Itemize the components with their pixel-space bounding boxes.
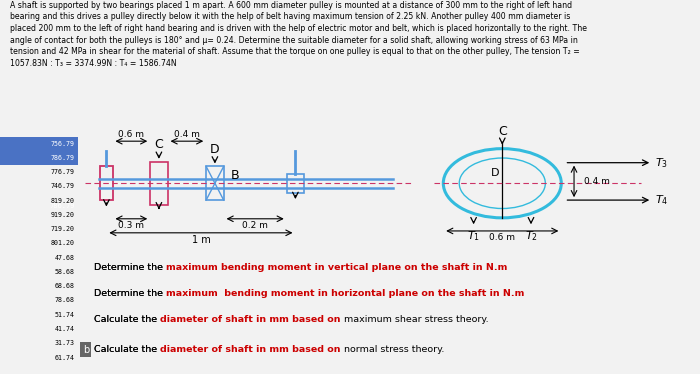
- Text: $T_2$: $T_2$: [524, 229, 538, 243]
- Text: diameter of shaft in mm based on: diameter of shaft in mm based on: [160, 345, 341, 354]
- Text: 719.20: 719.20: [50, 226, 74, 232]
- Text: maximum shear stress theory.: maximum shear stress theory.: [341, 315, 488, 324]
- Text: 61.74: 61.74: [55, 355, 74, 361]
- Text: 0.3 m: 0.3 m: [118, 221, 144, 230]
- Text: D: D: [491, 168, 499, 178]
- Text: 1 m: 1 m: [192, 235, 210, 245]
- Text: Calculate the: Calculate the: [94, 315, 160, 324]
- Text: A shaft is supported by two bearings placed 1 m apart. A 600 mm diameter pulley : A shaft is supported by two bearings pla…: [10, 1, 587, 68]
- Text: normal stress theory.: normal stress theory.: [341, 345, 444, 354]
- Bar: [206, 166, 224, 200]
- Text: 0.2 m: 0.2 m: [242, 221, 268, 230]
- Text: B: B: [231, 169, 239, 182]
- Text: 68.68: 68.68: [55, 283, 74, 289]
- Text: Calculate the: Calculate the: [94, 345, 160, 354]
- Text: 51.74: 51.74: [55, 312, 74, 318]
- Text: C: C: [498, 125, 507, 138]
- Text: 47.68: 47.68: [55, 255, 74, 261]
- Text: 801.20: 801.20: [50, 240, 74, 246]
- Text: 819.20: 819.20: [50, 198, 74, 204]
- Text: 786.79: 786.79: [50, 155, 74, 161]
- Text: D: D: [210, 143, 220, 156]
- Text: maximum bending moment in vertical plane on the shaft in N.m: maximum bending moment in vertical plane…: [166, 263, 508, 272]
- Text: 0.4 m: 0.4 m: [174, 130, 200, 140]
- Text: 756.79: 756.79: [49, 156, 74, 162]
- Text: 58.68: 58.68: [55, 269, 74, 275]
- Text: Determine the: Determine the: [94, 289, 166, 298]
- Text: $T_3$: $T_3$: [655, 156, 668, 169]
- Text: 746.79: 746.79: [50, 183, 74, 189]
- Text: 776.79: 776.79: [50, 169, 74, 175]
- Bar: [0, 137, 78, 165]
- Text: 919.20: 919.20: [50, 212, 74, 218]
- Text: Determine the: Determine the: [94, 263, 166, 272]
- Text: diameter of shaft in mm based on: diameter of shaft in mm based on: [160, 315, 341, 324]
- Text: 41.74: 41.74: [55, 326, 74, 332]
- Text: 78.68: 78.68: [55, 297, 74, 303]
- Text: 756.79: 756.79: [50, 141, 74, 147]
- Text: 0.6 m: 0.6 m: [489, 233, 515, 242]
- Bar: [100, 166, 113, 200]
- Text: Determine the: Determine the: [94, 263, 166, 272]
- Text: 786.79: 786.79: [49, 203, 74, 209]
- Text: Calculate the: Calculate the: [94, 315, 160, 324]
- Text: 0.4 m: 0.4 m: [584, 177, 610, 186]
- Text: $T_1$: $T_1$: [467, 229, 480, 243]
- Text: Determine the: Determine the: [94, 289, 166, 298]
- Text: $T_4$: $T_4$: [655, 193, 668, 207]
- Text: maximum  bending moment in horizontal plane on the shaft in N.m: maximum bending moment in horizontal pla…: [166, 289, 524, 298]
- Text: 31.73: 31.73: [55, 340, 74, 346]
- Text: Calculate the: Calculate the: [94, 345, 160, 354]
- Bar: [150, 162, 168, 205]
- Text: b: b: [83, 345, 89, 355]
- Bar: [287, 174, 304, 193]
- Text: C: C: [155, 138, 163, 151]
- Text: 0.6 m: 0.6 m: [118, 130, 144, 140]
